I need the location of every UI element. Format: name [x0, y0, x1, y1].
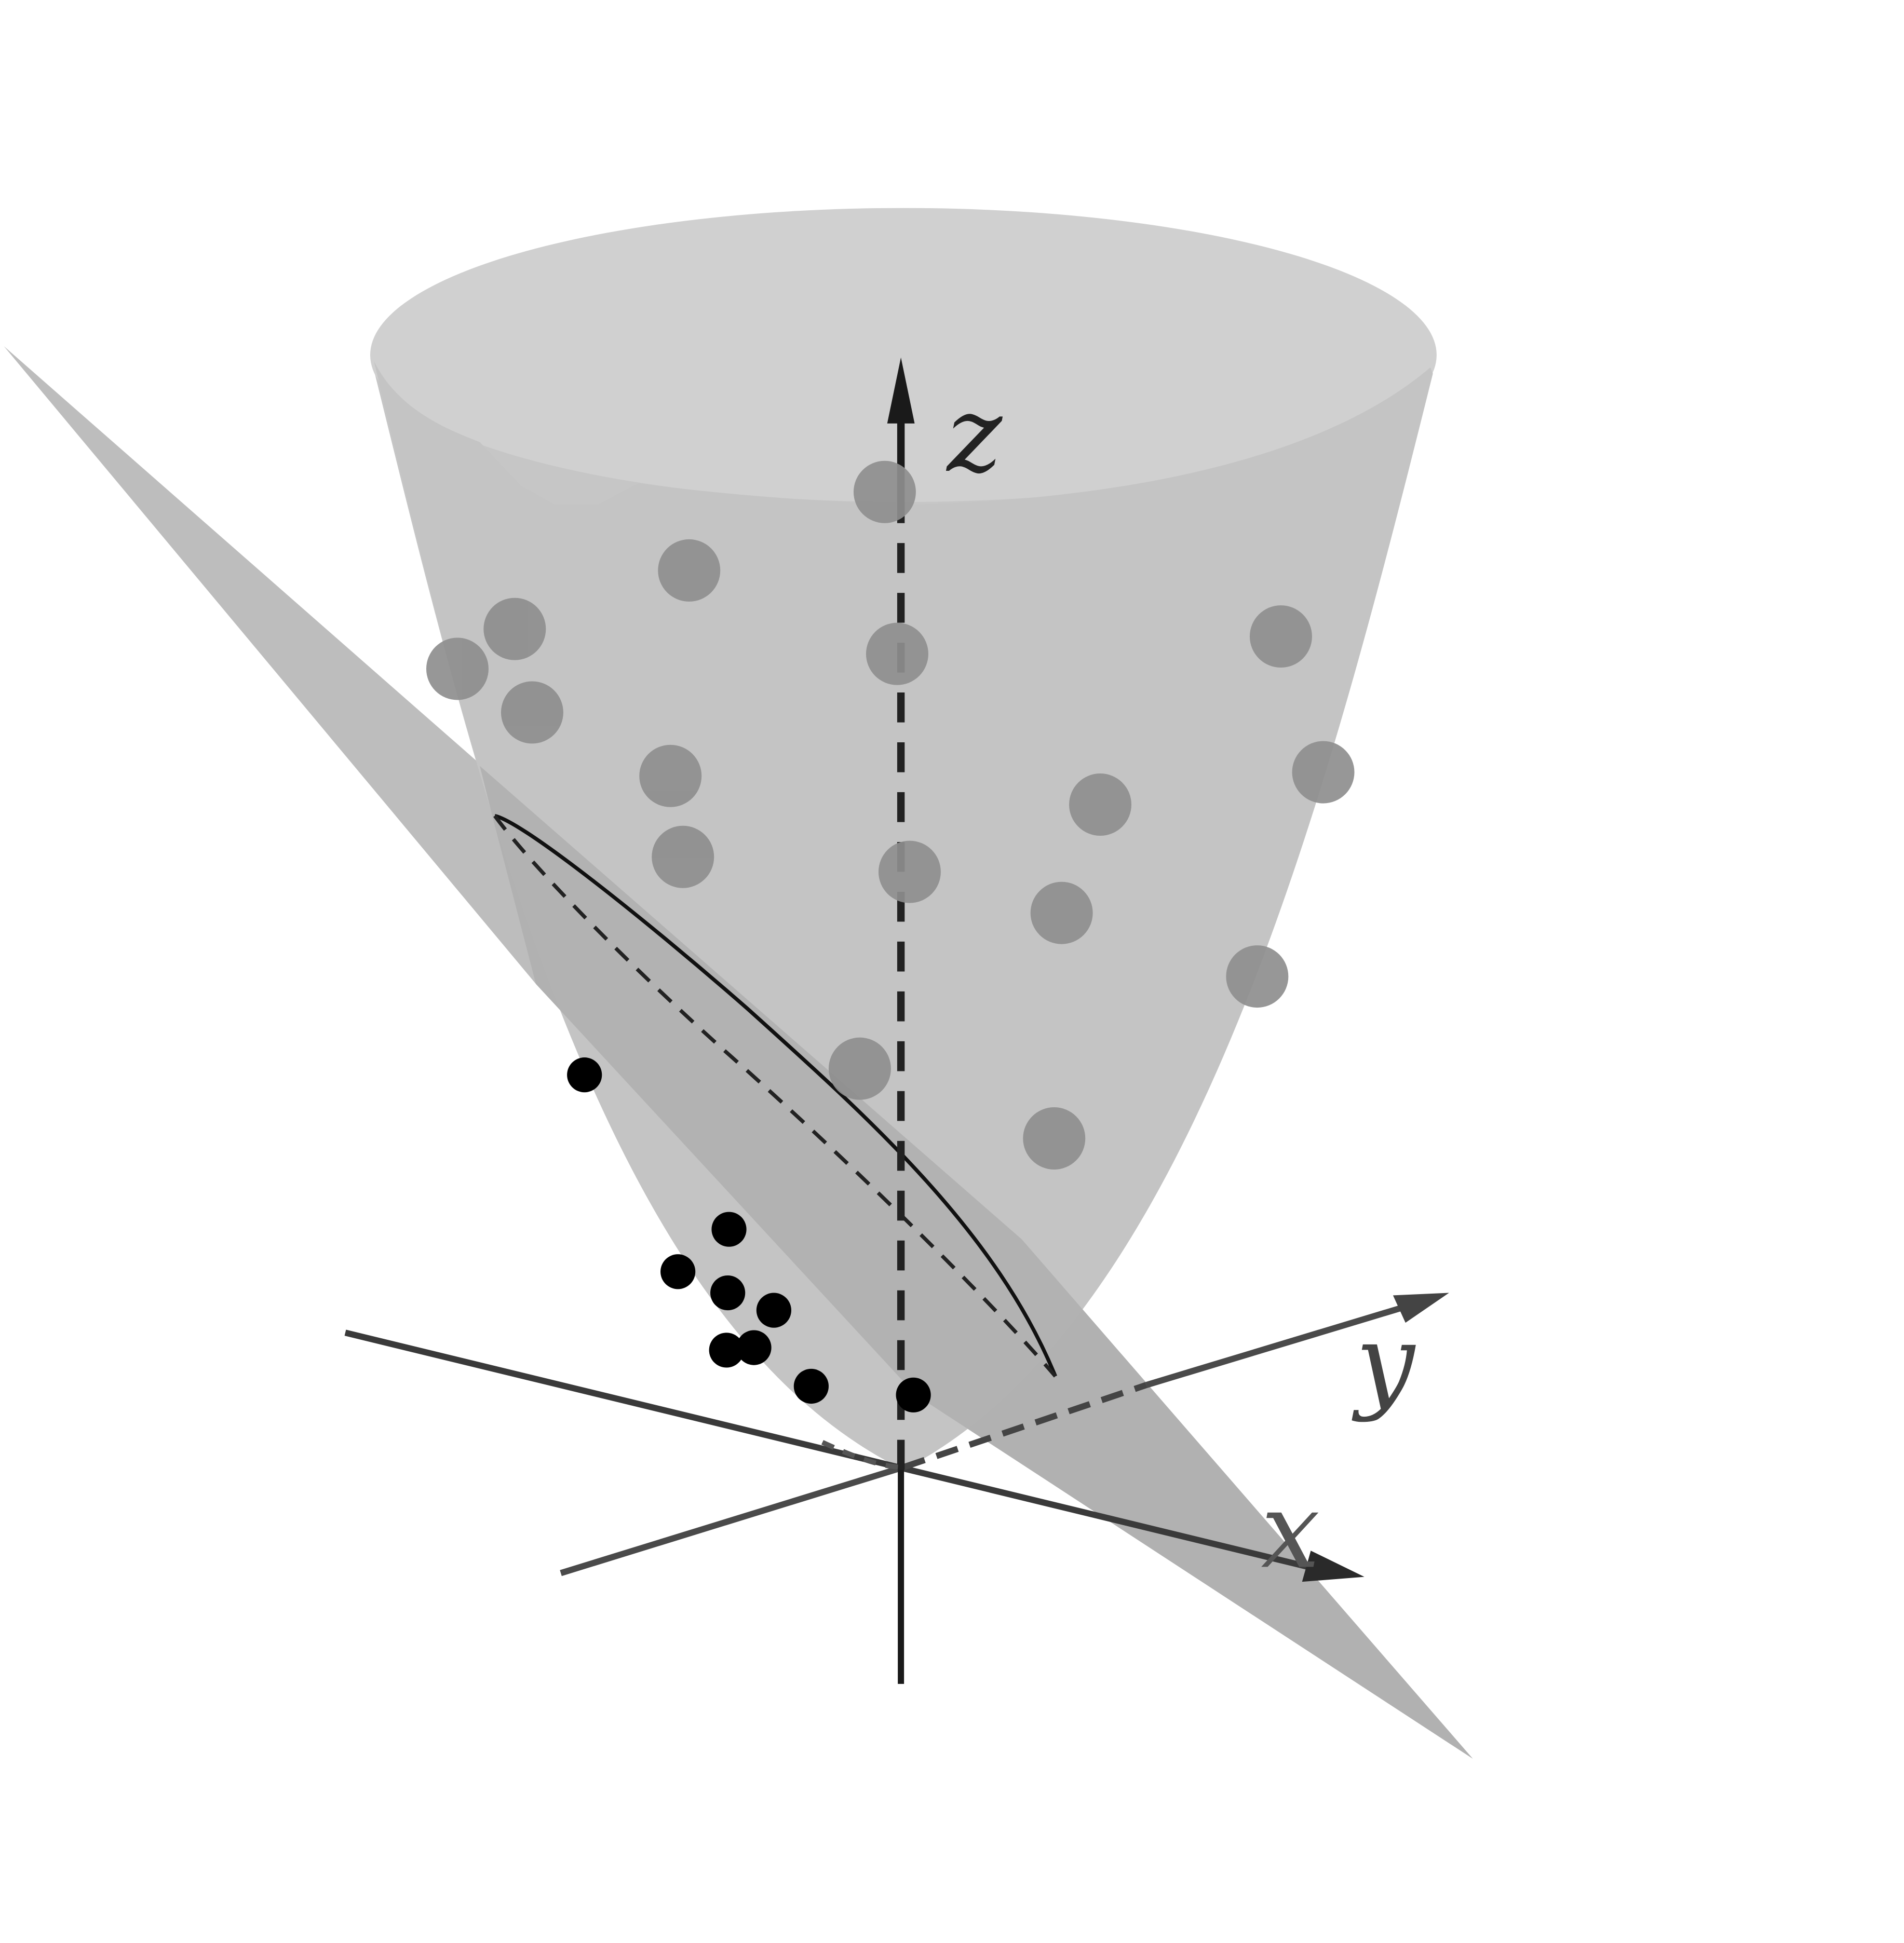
y-axis-front — [560, 1464, 904, 1577]
interior-point — [483, 597, 546, 660]
cutting-plane-front — [480, 766, 1473, 1759]
exterior-point — [709, 1333, 744, 1368]
interior-point — [828, 1037, 891, 1100]
x-axis-label: x — [1261, 1470, 1320, 1592]
interior-point — [1292, 741, 1355, 804]
interior-point — [658, 539, 721, 602]
exterior-point — [896, 1377, 931, 1412]
interior-point — [1030, 881, 1093, 944]
exterior-point — [736, 1330, 772, 1365]
interior-point — [639, 744, 702, 807]
y-axis-hidden — [902, 1382, 1147, 1471]
interior-point — [1226, 945, 1289, 1008]
interior-point — [853, 460, 916, 523]
paraboloid-top-cap — [370, 208, 1437, 502]
y-axis-label: y — [1352, 1301, 1416, 1423]
exterior-point — [710, 1275, 746, 1311]
exterior-point — [567, 1057, 602, 1093]
interior-point — [426, 637, 489, 700]
interior-point — [1249, 605, 1312, 668]
paraboloid-vertex-dashed — [821, 1440, 903, 1470]
z-axis-label: z — [946, 374, 1003, 496]
y-axis-arrowhead-icon — [1393, 1293, 1449, 1323]
exterior-point — [756, 1293, 791, 1328]
exterior-point — [793, 1368, 829, 1404]
z-axis-arrowhead-icon — [887, 357, 915, 424]
x-axis — [344, 1329, 1309, 1570]
interior-points — [426, 460, 1355, 1170]
x-axis-arrowhead-icon — [1302, 1551, 1365, 1582]
interior-point — [1069, 773, 1132, 836]
interior-point — [652, 825, 714, 888]
exterior-point — [711, 1212, 747, 1247]
axes — [344, 357, 1449, 1684]
interior-point — [1023, 1107, 1086, 1170]
interior-point — [866, 622, 928, 685]
intersection-ellipse — [493, 814, 1057, 1378]
interior-point — [501, 681, 563, 744]
y-axis-back — [1145, 1305, 1403, 1388]
exterior-points — [567, 1057, 931, 1412]
exterior-point — [660, 1254, 696, 1289]
interior-point — [878, 840, 941, 903]
